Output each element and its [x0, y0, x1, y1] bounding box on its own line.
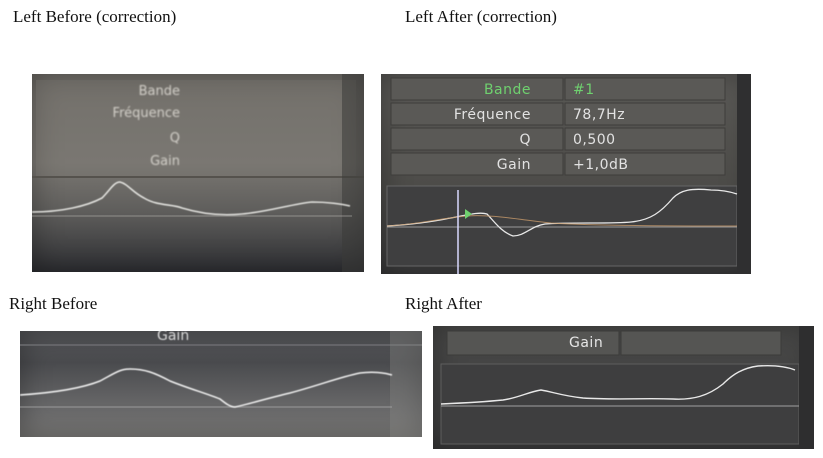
- band-marker-icon[interactable]: [465, 209, 472, 219]
- right-after-display: [440, 326, 814, 449]
- left-before-photo: Bande Fréquence Q Gain: [32, 74, 364, 272]
- gain-value-cell: [564, 152, 726, 176]
- gain-label: Gain: [150, 154, 180, 169]
- eq-curve: [32, 181, 351, 216]
- gain-label: Gain: [569, 335, 604, 351]
- caption-right-before: Right Before: [9, 294, 98, 313]
- right-before-display: [20, 331, 422, 437]
- left-after-photo: Bande #1 Fréquence 78,7Hz Q 0,500 Gain +…: [381, 74, 751, 274]
- gain-label: Gain: [496, 157, 531, 173]
- frequency-value-cell: [564, 102, 726, 126]
- band-value-cell: [564, 77, 726, 101]
- q-label: Q: [169, 131, 180, 146]
- gain-value-cell: [620, 330, 782, 356]
- q-value-cell: [564, 127, 726, 151]
- band-value: #1: [573, 82, 595, 98]
- caption-right-after: Right After: [405, 294, 482, 313]
- gain-value: +1,0dB: [573, 157, 629, 173]
- band-cell: [390, 77, 564, 101]
- side-bar: [799, 326, 814, 449]
- gain-label: Gain: [157, 331, 190, 344]
- side-glare: [390, 331, 422, 437]
- side-shadow: [342, 74, 364, 272]
- band-label: Bande: [483, 82, 531, 98]
- gain-cell: [446, 330, 620, 356]
- frequency-value: 78,7Hz: [573, 107, 626, 123]
- q-value: 0,500: [573, 132, 616, 148]
- frequency-label: Fréquence: [112, 106, 180, 121]
- q-cell: [390, 127, 564, 151]
- caption-left-after: Left After (correction): [405, 7, 557, 26]
- side-bar: [737, 74, 751, 274]
- caption-left-before: Left Before (correction): [13, 7, 177, 26]
- graph-area: [440, 363, 800, 445]
- param-box: [36, 80, 356, 176]
- band-curve: [386, 215, 738, 227]
- q-label: Q: [519, 132, 531, 148]
- left-after-display: [386, 74, 751, 274]
- eq-curve: [440, 364, 796, 405]
- gain-cell: [390, 152, 564, 176]
- frequency-cell: [390, 102, 564, 126]
- left-before-display: [32, 74, 364, 272]
- right-after-photo: Gain: [433, 326, 814, 449]
- right-before-photo: Gain: [20, 331, 422, 437]
- band-label: Bande: [138, 84, 180, 99]
- frequency-label: Fréquence: [453, 107, 531, 123]
- eq-curve: [20, 368, 393, 408]
